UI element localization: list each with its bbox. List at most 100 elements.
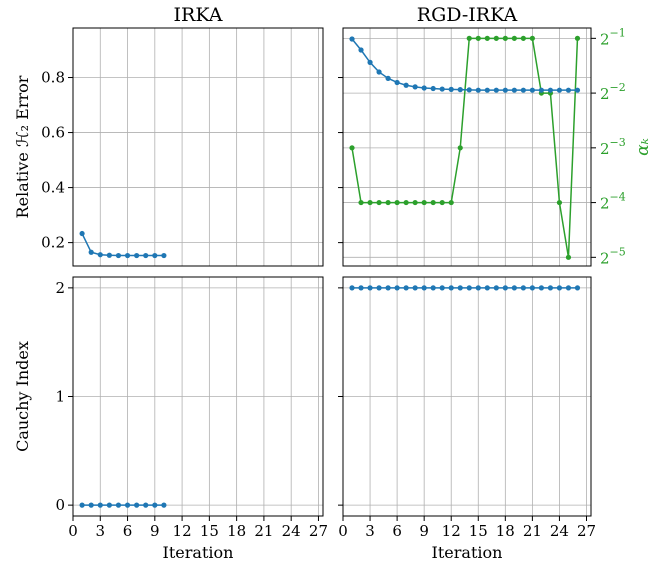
point-rgd-cauchy-11 <box>439 285 445 291</box>
point-rgd-cauchy-19 <box>511 285 517 291</box>
alpha-point-26 <box>574 35 581 41</box>
point-rgd-error-16 <box>484 87 490 93</box>
point-rgd-error-15 <box>475 87 481 93</box>
point-rgd-cauchy-22 <box>538 285 545 291</box>
point-rgd-error-1 <box>349 36 355 42</box>
alpha-point-10 <box>430 199 436 206</box>
point-rgd-error-22 <box>538 87 545 93</box>
point-rgd-cauchy-16 <box>484 285 490 291</box>
xtick-label-rgd-cauchy-0: 0 <box>338 522 348 540</box>
alpha-point-9 <box>421 199 427 206</box>
point-irka-cauchy-5 <box>115 502 122 508</box>
point-rgd-error-6 <box>394 79 400 86</box>
point-irka-error-2 <box>88 249 94 255</box>
ytick-label-irka-error-0: 0.2 <box>41 234 65 252</box>
ylabel-irka-cauchy: Cauchy Index <box>13 341 32 452</box>
point-rgd-cauchy-25 <box>565 285 572 291</box>
point-rgd-error-8 <box>412 84 418 90</box>
ytick-label-irka-cauchy-2: 2 <box>55 279 65 297</box>
point-rgd-cauchy-26 <box>574 285 581 291</box>
xtick-label-rgd-cauchy-1: 3 <box>365 522 375 540</box>
point-irka-cauchy-7 <box>134 502 140 508</box>
xtick-label-irka-cauchy-5: 15 <box>200 522 219 540</box>
point-rgd-cauchy-10 <box>430 285 436 291</box>
alpha-point-12 <box>448 199 454 206</box>
point-rgd-error-20 <box>520 87 526 93</box>
xtick-label-rgd-cauchy-2: 6 <box>392 522 402 540</box>
alpha-point-19 <box>511 35 517 41</box>
alpha-point-2 <box>358 199 364 206</box>
xtick-label-irka-cauchy-2: 6 <box>123 522 133 540</box>
point-rgd-error-11 <box>439 86 445 92</box>
point-rgd-cauchy-14 <box>466 285 472 291</box>
point-rgd-error-4 <box>376 69 382 75</box>
xtick-label-irka-cauchy-3: 9 <box>150 522 160 540</box>
xtick-label-rgd-cauchy-5: 15 <box>469 522 488 540</box>
alpha-point-16 <box>484 35 490 41</box>
xtick-label-rgd-cauchy-6: 18 <box>496 522 515 540</box>
right-axis-label: αₖ <box>633 138 653 156</box>
xtick-label-irka-cauchy-0: 0 <box>68 522 78 540</box>
alpha-point-25 <box>565 254 572 260</box>
point-rgd-cauchy-9 <box>421 285 427 291</box>
point-rgd-error-25 <box>565 87 572 93</box>
point-rgd-cauchy-7 <box>403 285 409 291</box>
point-rgd-cauchy-13 <box>457 285 463 291</box>
alpha-point-4 <box>376 199 382 206</box>
point-irka-error-4 <box>106 252 112 258</box>
point-rgd-cauchy-12 <box>448 285 454 291</box>
alpha-point-8 <box>412 199 418 206</box>
ytick-label-irka-cauchy-0: 0 <box>55 496 65 514</box>
point-rgd-error-2 <box>358 47 364 53</box>
ytick-label-irka-error-1: 0.4 <box>41 179 65 197</box>
xtick-label-irka-cauchy-8: 24 <box>282 522 301 540</box>
point-irka-cauchy-2 <box>88 502 94 508</box>
point-rgd-cauchy-18 <box>502 285 508 291</box>
ytick-label-irka-error-2: 0.6 <box>41 124 65 142</box>
point-rgd-cauchy-4 <box>376 285 382 291</box>
alpha-point-14 <box>466 35 472 41</box>
point-rgd-cauchy-21 <box>529 285 535 291</box>
panel-title-rgd-error: RGD-IRKA <box>417 4 518 26</box>
point-irka-cauchy-3 <box>97 502 103 508</box>
point-rgd-cauchy-8 <box>412 285 418 291</box>
point-irka-error-7 <box>134 252 140 259</box>
point-rgd-cauchy-23 <box>547 285 554 291</box>
point-irka-cauchy-8 <box>143 502 149 508</box>
point-irka-cauchy-1 <box>79 502 85 508</box>
panel-title-irka-error: IRKA <box>174 4 223 26</box>
alpha-point-11 <box>439 199 445 206</box>
xtick-label-rgd-cauchy-7: 21 <box>523 522 542 540</box>
point-irka-cauchy-9 <box>152 502 158 508</box>
alpha-point-6 <box>394 199 400 206</box>
point-rgd-cauchy-24 <box>556 285 563 291</box>
ytick-label-irka-cauchy-1: 1 <box>55 388 65 406</box>
point-irka-error-3 <box>97 252 103 258</box>
point-rgd-cauchy-20 <box>520 285 526 291</box>
alpha-point-24 <box>556 199 563 206</box>
point-rgd-error-19 <box>511 87 517 93</box>
point-rgd-error-23 <box>547 87 554 93</box>
ylabel-irka-error: Relative ℋ₂ Error <box>13 75 32 218</box>
alpha-point-18 <box>502 35 508 41</box>
xtick-label-irka-cauchy-6: 18 <box>227 522 246 540</box>
right-tick-label-2: 2−3 <box>600 136 626 158</box>
point-irka-cauchy-4 <box>106 502 112 508</box>
alpha-point-17 <box>493 35 499 41</box>
xtick-label-irka-cauchy-4: 12 <box>173 522 192 540</box>
right-tick-label-0: 2−5 <box>600 245 626 267</box>
point-rgd-cauchy-5 <box>385 285 391 291</box>
right-tick-label-3: 2−2 <box>600 81 626 103</box>
point-rgd-error-10 <box>430 85 436 92</box>
alpha-point-20 <box>520 35 526 41</box>
xtick-label-rgd-cauchy-9: 27 <box>577 522 596 540</box>
point-irka-error-10 <box>161 252 167 259</box>
point-rgd-error-9 <box>421 85 427 91</box>
point-irka-error-8 <box>143 252 149 259</box>
xlabel-irka-cauchy: Iteration <box>163 543 234 562</box>
point-rgd-error-18 <box>502 87 508 93</box>
axes-frame-irka-error <box>72 27 324 267</box>
point-rgd-error-5 <box>385 75 391 81</box>
point-rgd-error-24 <box>556 87 563 93</box>
